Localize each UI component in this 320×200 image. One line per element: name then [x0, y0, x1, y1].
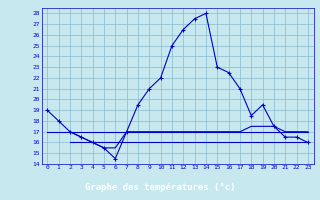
Text: Graphe des températures (°c): Graphe des températures (°c): [85, 182, 235, 192]
